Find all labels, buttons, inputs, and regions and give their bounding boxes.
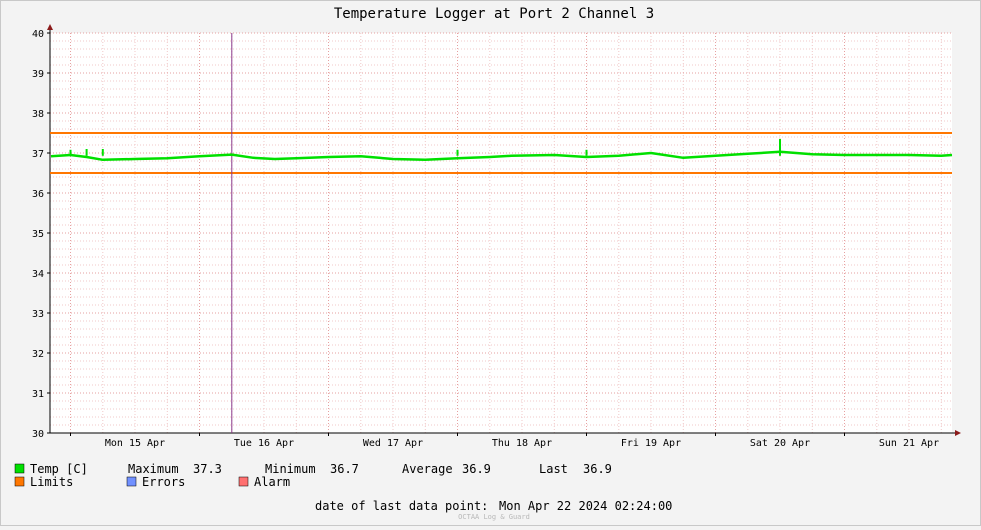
legend-minimum-label: Minimum <box>265 462 316 476</box>
y-tick-label: 34 <box>32 269 44 280</box>
x-tick-label: Wed 17 Apr <box>363 438 423 449</box>
y-tick-label: 32 <box>32 349 44 360</box>
chart-title: Temperature Logger at Port 2 Channel 3 <box>334 6 654 22</box>
legend-errors-label: Errors <box>142 475 185 489</box>
limits-layer <box>50 33 952 433</box>
y-axis-arrow <box>47 24 53 30</box>
y-tick-label: 36 <box>32 189 44 200</box>
x-tick-label: Fri 19 Apr <box>621 438 681 449</box>
axis-layer <box>47 24 961 436</box>
last-data-point-label: date of last data point: <box>315 499 488 513</box>
legend-average-label: Average <box>402 462 453 476</box>
temp-series-line <box>50 150 953 162</box>
x-tick-label: Sat 20 Apr <box>750 438 810 449</box>
legend-minimum-value: 36.7 <box>330 462 359 476</box>
x-axis-arrow <box>955 430 961 436</box>
x-tick-label: Mon 15 Apr <box>105 438 165 449</box>
x-tick-label: Tue 16 Apr <box>234 438 294 449</box>
legend-swatch-limits <box>14 476 25 487</box>
legend-swatch-errors <box>126 476 137 487</box>
y-tick-label: 40 <box>32 29 44 40</box>
x-tick-label: Sun 21 Apr <box>879 438 939 449</box>
legend-average-value: 36.9 <box>462 462 491 476</box>
legend-maximum-value: 37.3 <box>193 462 222 476</box>
legend-last-value: 36.9 <box>583 462 612 476</box>
legend-last-label: Last <box>539 462 568 476</box>
y-tick-label: 35 <box>32 229 44 240</box>
y-tick-label: 37 <box>32 149 44 160</box>
y-tick-label: 38 <box>32 109 44 120</box>
legend-alarm-label: Alarm <box>254 475 290 489</box>
y-tick-label: 31 <box>32 389 44 400</box>
watermark: OCTAA Log & Guard <box>458 513 530 521</box>
last-data-point-value: Mon Apr 22 2024 02:24:00 <box>499 499 672 513</box>
y-tick-label: 33 <box>32 309 44 320</box>
tick-label-layer: 30 31 32 33 34 35 36 37 38 39 40 Mon 15 Apr Tue 16 A… <box>32 29 939 449</box>
legend-limits-label: Limits <box>30 475 73 489</box>
x-tick-label: Thu 18 Apr <box>492 438 552 449</box>
legend-temp-label: Temp [C] <box>30 462 88 476</box>
series-layer <box>50 139 953 162</box>
legend-swatch-alarm <box>238 476 249 487</box>
legend-maximum-label: Maximum <box>128 462 179 476</box>
y-tick-label: 30 <box>32 429 44 440</box>
legend-swatch-temp <box>14 463 25 474</box>
y-tick-label: 39 <box>32 69 44 80</box>
